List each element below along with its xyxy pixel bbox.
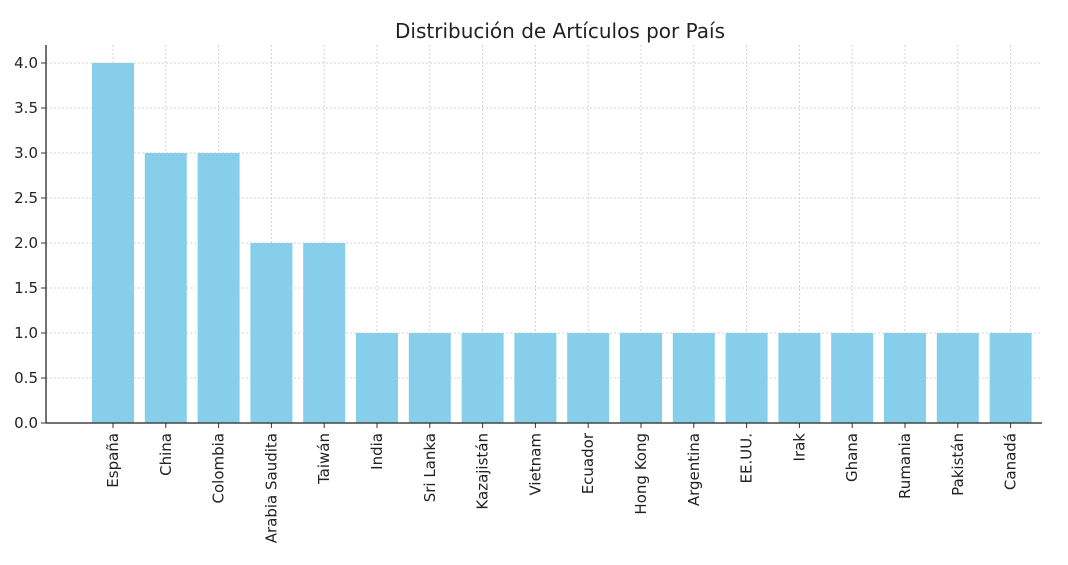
x-tick-label: Kazajistán (474, 433, 492, 510)
bar-10 (620, 333, 662, 423)
x-tick-label: Argentina (685, 433, 703, 506)
x-tick-label: España (104, 433, 122, 488)
y-tick-label: 3.0 (14, 144, 38, 162)
y-axis-ticks: 0.0 0.5 1.0 1.5 2.0 2.5 3.0 3.5 4.0 (14, 54, 46, 432)
bar-8 (514, 333, 557, 423)
x-tick-label: Rumania (896, 433, 914, 499)
x-tick-label: Irak (790, 433, 808, 462)
bar-0 (92, 63, 134, 423)
bar-17 (989, 333, 1032, 423)
bar-6 (408, 333, 451, 423)
x-tick-label: Ghana (843, 433, 861, 482)
bar-3 (250, 243, 293, 423)
x-tick-label: India (368, 433, 386, 470)
bar-1 (144, 153, 187, 423)
x-tick-label: Canadá (1002, 433, 1020, 490)
bar-13 (778, 333, 821, 423)
y-tick-label: 3.5 (14, 99, 38, 117)
bar-12 (725, 333, 768, 423)
y-tick-label: 2.0 (14, 234, 38, 252)
x-tick-label: Colombia (210, 433, 228, 504)
y-tick-label: 0.0 (14, 414, 38, 432)
x-tick-label: Ecuador (579, 432, 597, 494)
x-tick-label: Hong Kong (632, 433, 650, 515)
chart-title: Distribución de Artículos por País (395, 19, 725, 43)
y-tick-label: 4.0 (14, 54, 38, 72)
y-tick-label: 0.5 (14, 369, 38, 387)
y-tick-label: 2.5 (14, 189, 38, 207)
x-tick-label: Taiwán (315, 433, 333, 485)
bar-7 (461, 333, 504, 423)
bar-4 (303, 243, 346, 423)
x-tick-label: Sri Lanka (421, 433, 439, 502)
bar-9 (567, 333, 610, 423)
bar-5 (356, 333, 398, 423)
x-tick-label: China (157, 433, 175, 476)
bar-2 (197, 153, 240, 423)
bar-11 (672, 333, 715, 423)
x-tick-label: Pakistán (949, 433, 967, 496)
x-tick-label: Vietnam (526, 433, 544, 496)
y-tick-label: 1.0 (14, 324, 38, 342)
bars (92, 63, 1032, 423)
bar-15 (884, 333, 926, 423)
y-tick-label: 1.5 (14, 279, 38, 297)
bar-14 (831, 333, 874, 423)
x-tick-label: Arabia Saudita (262, 433, 280, 543)
x-axis-ticks: España China Colombia Arabia Saudita Taiwán I… (104, 423, 1020, 543)
x-tick-label: EE.UU. (738, 433, 756, 483)
bar-16 (936, 333, 979, 423)
